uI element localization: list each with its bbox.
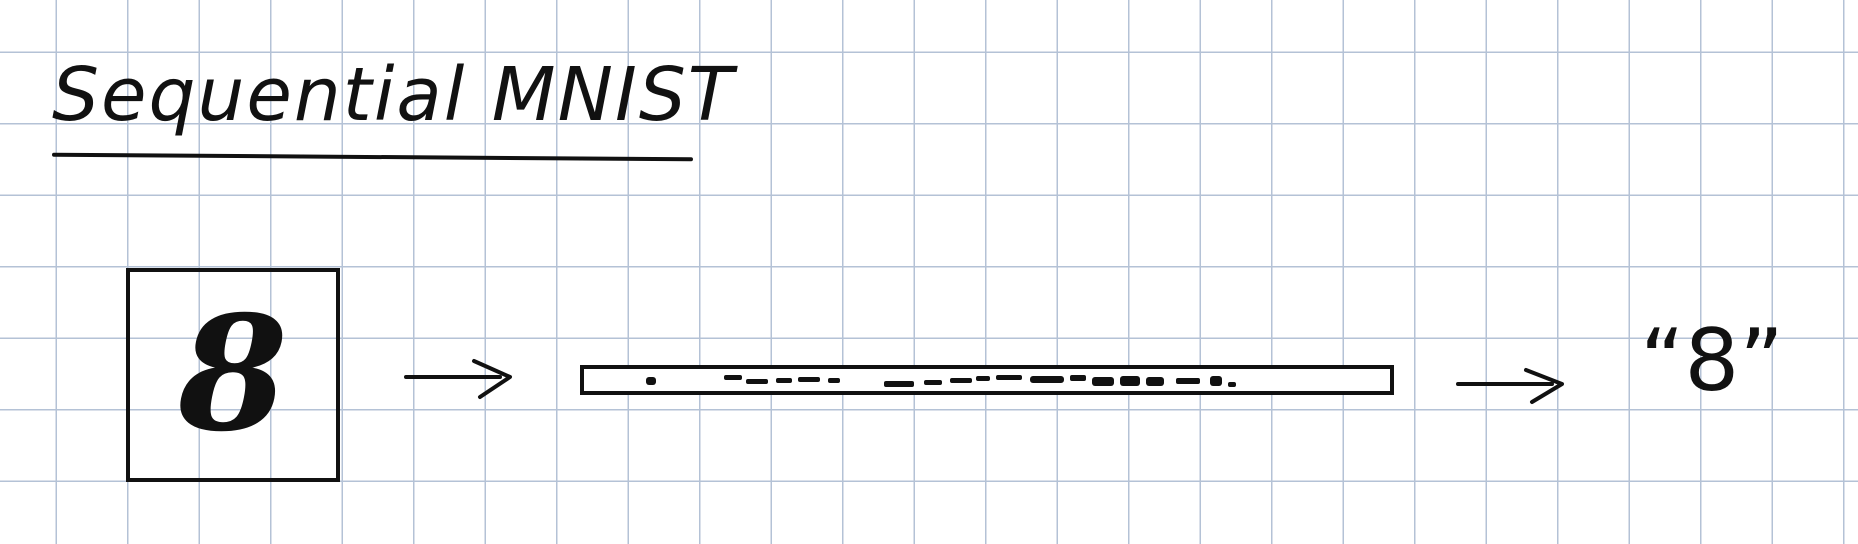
- diagram-title: Sequential MNIST: [52, 52, 736, 138]
- right-arrow-icon: [404, 359, 512, 399]
- input-digit: 8: [178, 282, 288, 467]
- input-image-box: 8: [126, 268, 340, 482]
- title-underline: [51, 152, 694, 162]
- right-arrow-icon: [1456, 368, 1564, 404]
- pixel-sequence-bar: [580, 365, 1394, 395]
- pixel-sequence-strokes: [646, 375, 1236, 387]
- output-class-label: “8”: [1640, 311, 1784, 411]
